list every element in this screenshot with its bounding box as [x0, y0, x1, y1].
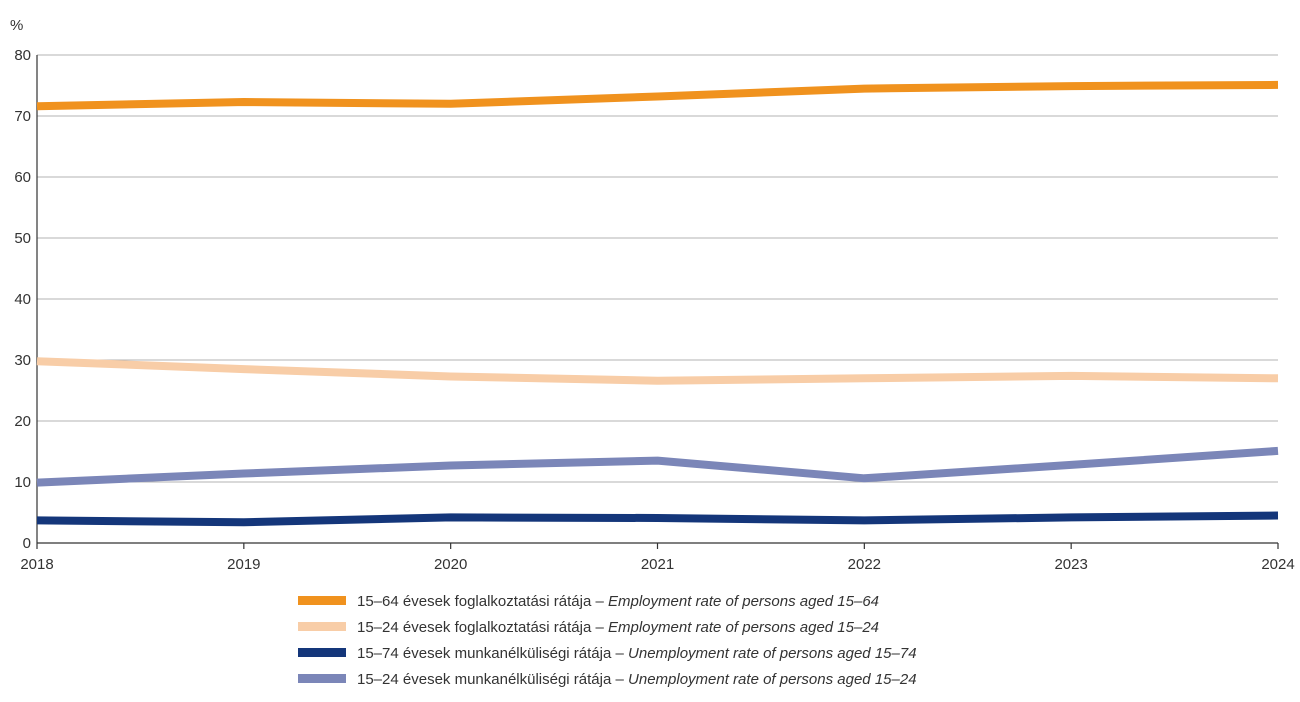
legend-label-hu: 15–24 évesek munkanélküliségi rátája –: [357, 671, 628, 688]
legend-label-en: Employment rate of persons aged 15–24: [608, 619, 879, 636]
y-tick-label: 60: [14, 169, 31, 186]
legend-swatch: [298, 674, 346, 683]
x-tick-label: 2020: [434, 556, 467, 573]
legend-label: 15–64 évesek foglalkoztatási rátája – Em…: [357, 593, 879, 610]
legend-label-en: Unemployment rate of persons aged 15–24: [628, 671, 917, 688]
y-axis-ticks: 0 10 20 30 40 50 60 70 80: [14, 47, 31, 552]
legend-swatch: [298, 622, 346, 631]
y-tick-label: 30: [14, 352, 31, 369]
series-line-1: [36, 80, 1279, 111]
legend-swatch: [298, 648, 346, 657]
x-tick-label: 2018: [20, 556, 53, 573]
y-tick-label: 50: [14, 230, 31, 247]
legend-label: 15–74 évesek munkanélküliségi rátája – U…: [357, 645, 917, 662]
series-lines: [36, 80, 1279, 527]
y-tick-label: 70: [14, 108, 31, 125]
x-tick-label: 2023: [1054, 556, 1087, 573]
legend-label-hu: 15–24 évesek foglalkoztatási rátája –: [357, 619, 608, 636]
x-tick-label: 2021: [641, 556, 674, 573]
gridlines: [37, 54, 1278, 483]
legend-item-2: 15–24 évesek foglalkoztatási rátája – Em…: [298, 619, 879, 636]
series-line-3: [36, 511, 1279, 527]
x-tick-label: 2019: [227, 556, 260, 573]
legend-label-en: Unemployment rate of persons aged 15–74: [628, 645, 917, 662]
legend-label-en: Employment rate of persons aged 15–64: [608, 593, 879, 610]
legend-item-3: 15–74 évesek munkanélküliségi rátája – U…: [298, 645, 917, 662]
y-tick-label: 0: [23, 535, 31, 552]
legend-label: 15–24 évesek foglalkoztatási rátája – Em…: [357, 619, 879, 636]
legend-item-4: 15–24 évesek munkanélküliségi rátája – U…: [298, 671, 917, 688]
series-line-4: [36, 446, 1279, 487]
legend-swatch: [298, 596, 346, 605]
series-line-2: [36, 357, 1279, 385]
y-tick-label: 40: [14, 291, 31, 308]
x-tick-label: 2024: [1261, 556, 1294, 573]
y-tick-label: 10: [14, 474, 31, 491]
legend-label-hu: 15–74 évesek munkanélküliségi rátája –: [357, 645, 628, 662]
y-tick-label: 20: [14, 413, 31, 430]
y-tick-label: 80: [14, 47, 31, 64]
legend-label: 15–24 évesek munkanélküliségi rátája – U…: [357, 671, 917, 688]
y-unit-label: %: [10, 17, 23, 34]
legend-label-hu: 15–64 évesek foglalkoztatási rátája –: [357, 593, 608, 610]
legend: 15–64 évesek foglalkoztatási rátája – Em…: [298, 593, 917, 688]
x-tick-label: 2022: [848, 556, 881, 573]
x-axis: 2018 2019 2020 2021 2022 2023 2024: [20, 55, 1295, 573]
legend-item-1: 15–64 évesek foglalkoztatási rátája – Em…: [298, 593, 879, 610]
